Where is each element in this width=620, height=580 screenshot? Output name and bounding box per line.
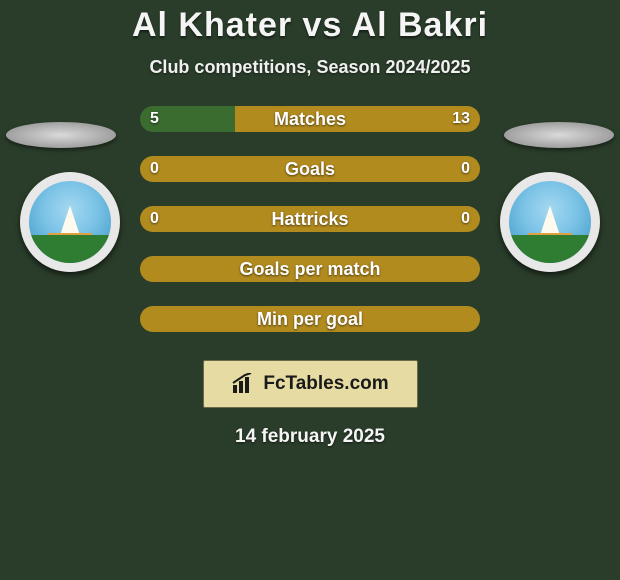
stat-label: Matches xyxy=(140,106,480,132)
stat-value-right xyxy=(460,256,480,282)
stat-label: Goals per match xyxy=(140,256,480,282)
club-logo-icon xyxy=(29,181,111,263)
stat-value-left xyxy=(140,306,160,332)
bar-chart-icon xyxy=(231,373,257,395)
club-badge-left xyxy=(20,172,120,272)
watermark-text: FcTables.com xyxy=(263,373,388,395)
watermark: FcTables.com xyxy=(203,360,418,408)
stat-bar-matches: Matches5 13 xyxy=(140,106,480,132)
stat-value-left: 0 xyxy=(140,156,169,182)
stat-value-left: 0 xyxy=(140,206,169,232)
stat-label: Goals xyxy=(140,156,480,182)
stat-value-right: 13 xyxy=(442,106,480,132)
stat-value-right: 0 xyxy=(451,206,480,232)
snapshot-date: 14 february 2025 xyxy=(0,426,620,448)
stat-bar-hattricks: Hattricks0 0 xyxy=(140,206,480,232)
stat-label: Min per goal xyxy=(140,306,480,332)
stat-bar-goals_per_match: Goals per match xyxy=(140,256,480,282)
stat-value-left xyxy=(140,256,160,282)
stat-bar-min_per_goal: Min per goal xyxy=(140,306,480,332)
subtitle: Club competitions, Season 2024/2025 xyxy=(0,57,620,78)
stat-bar-goals: Goals0 0 xyxy=(140,156,480,182)
stat-value-left: 5 xyxy=(140,106,169,132)
club-badge-right xyxy=(500,172,600,272)
stat-value-right: 0 xyxy=(451,156,480,182)
stat-value-right xyxy=(460,306,480,332)
page-title: Al Khater vs Al Bakri xyxy=(0,0,620,45)
stat-label: Hattricks xyxy=(140,206,480,232)
player-shadow-left xyxy=(6,122,116,148)
club-logo-icon xyxy=(509,181,591,263)
player-shadow-right xyxy=(504,122,614,148)
